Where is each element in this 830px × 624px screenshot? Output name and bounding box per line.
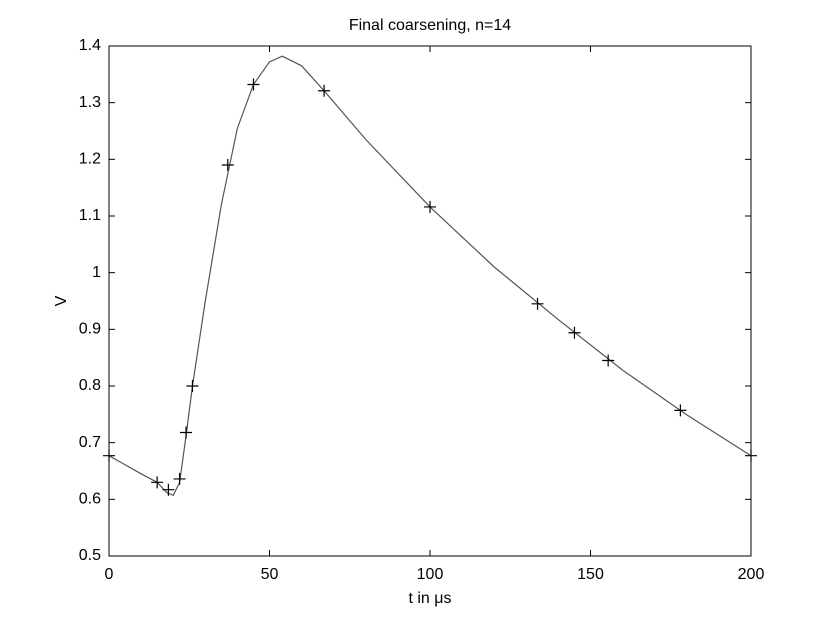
chart-title: Final coarsening, n=14 — [349, 17, 511, 34]
marker — [531, 297, 544, 310]
y-axis-label: V — [53, 295, 70, 306]
marker — [674, 404, 687, 417]
marker — [318, 84, 331, 97]
y-tick-label: 1.3 — [79, 94, 101, 111]
y-tick-label: 1 — [92, 264, 101, 281]
marker — [186, 380, 199, 392]
x-tick-label: 50 — [261, 566, 279, 583]
marker — [602, 354, 615, 367]
marker — [151, 476, 164, 489]
x-tick-label: 200 — [738, 566, 765, 583]
marker — [162, 483, 175, 496]
y-tick-label: 0.9 — [79, 321, 101, 338]
y-tick-label: 1.4 — [79, 37, 101, 54]
x-tick-label: 150 — [577, 566, 604, 583]
y-tick-label: 0.7 — [79, 434, 101, 451]
marker — [568, 326, 581, 339]
x-tick-label: 100 — [417, 566, 444, 583]
marker — [424, 200, 436, 213]
y-tick-label: 1.2 — [79, 151, 101, 168]
y-tick-label: 1.1 — [79, 207, 101, 224]
marker — [247, 78, 260, 91]
line — [108, 55, 752, 496]
marker — [173, 472, 186, 485]
y-tick-label: 0.8 — [79, 377, 101, 394]
marker — [745, 449, 757, 462]
marker — [180, 426, 193, 439]
marker — [221, 159, 234, 171]
x-axis-label: t in μs — [408, 590, 451, 607]
x-tick-label: 0 — [105, 566, 114, 583]
y-tick-label: 0.6 — [79, 491, 101, 508]
marker — [103, 449, 115, 462]
y-tick-label: 0.5 — [79, 547, 101, 564]
